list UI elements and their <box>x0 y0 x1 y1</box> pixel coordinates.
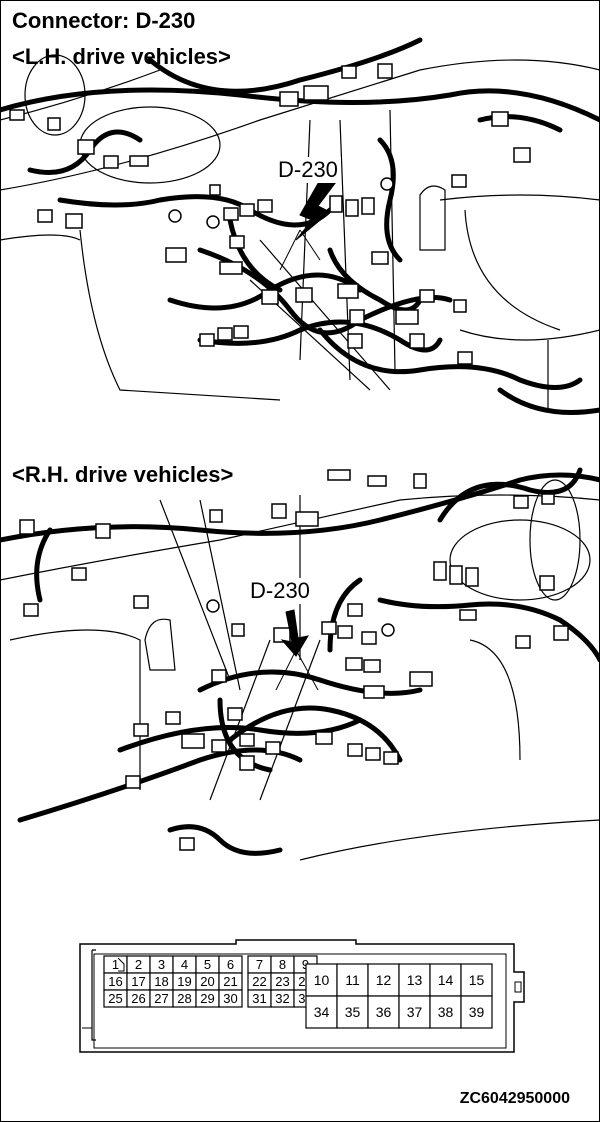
pin-number: 17 <box>131 974 145 989</box>
figure-code: ZC6042950000 <box>459 1090 570 1107</box>
pin-number: 35 <box>345 1004 361 1020</box>
pin-cells: 1234567891617181920212223242526272829303… <box>103 955 493 1029</box>
pin-1-key-marker <box>117 957 125 972</box>
pin-number: 34 <box>314 1004 330 1020</box>
pin-number: 25 <box>108 991 122 1006</box>
pin-number: 4 <box>181 957 188 972</box>
lh-drive-label: <L.H. drive vehicles> <box>12 44 231 69</box>
pin-number: 1 <box>112 957 119 972</box>
pin-number: 23 <box>275 974 289 989</box>
pin-cell-large <box>460 963 493 997</box>
pin-number: 39 <box>469 1004 485 1020</box>
pin-number: 11 <box>345 972 360 988</box>
pin-number: 16 <box>108 974 122 989</box>
pin-number: 26 <box>131 991 145 1006</box>
pin-number: 32 <box>275 991 289 1006</box>
pin-number: 30 <box>223 991 237 1006</box>
pin-number: 38 <box>438 1004 454 1020</box>
pin-number: 14 <box>438 972 454 988</box>
pin-cell-large <box>429 963 462 997</box>
pin-number: 36 <box>376 1004 392 1020</box>
pin-number: 29 <box>200 991 214 1006</box>
pin-number: 2 <box>135 957 142 972</box>
pin-cell-large <box>429 995 462 1029</box>
pin-number: 31 <box>252 991 266 1006</box>
pin-number: 7 <box>256 957 263 972</box>
pin-cell <box>218 989 243 1008</box>
pin-number: 6 <box>227 957 234 972</box>
lh-connector-callout: D-230 <box>275 157 341 183</box>
pin-cell-large <box>305 995 338 1029</box>
pin-number: 20 <box>200 974 214 989</box>
pin-number: 19 <box>177 974 191 989</box>
rh-connector-callout: D-230 <box>247 578 313 604</box>
pin-number: 10 <box>314 972 330 988</box>
pin-cell-large <box>460 995 493 1029</box>
pin-number: 27 <box>154 991 168 1006</box>
pin-number: 28 <box>177 991 191 1006</box>
pin-number: 8 <box>279 957 286 972</box>
pin-cell-large <box>336 995 369 1029</box>
pin-number: 37 <box>407 1004 423 1020</box>
pin-number: 22 <box>252 974 266 989</box>
pin-cell-large <box>367 995 400 1029</box>
pin-number: 5 <box>204 957 211 972</box>
page-title: Connector: D-230 <box>12 8 196 33</box>
pin-number: 3 <box>158 957 165 972</box>
pin-number: 12 <box>376 972 392 988</box>
pin-number: 18 <box>154 974 168 989</box>
pin-number: 15 <box>469 972 485 988</box>
pin-number: 13 <box>407 972 423 988</box>
rh-drive-label: <R.H. drive vehicles> <box>12 462 234 487</box>
pin-number: 21 <box>223 974 237 989</box>
